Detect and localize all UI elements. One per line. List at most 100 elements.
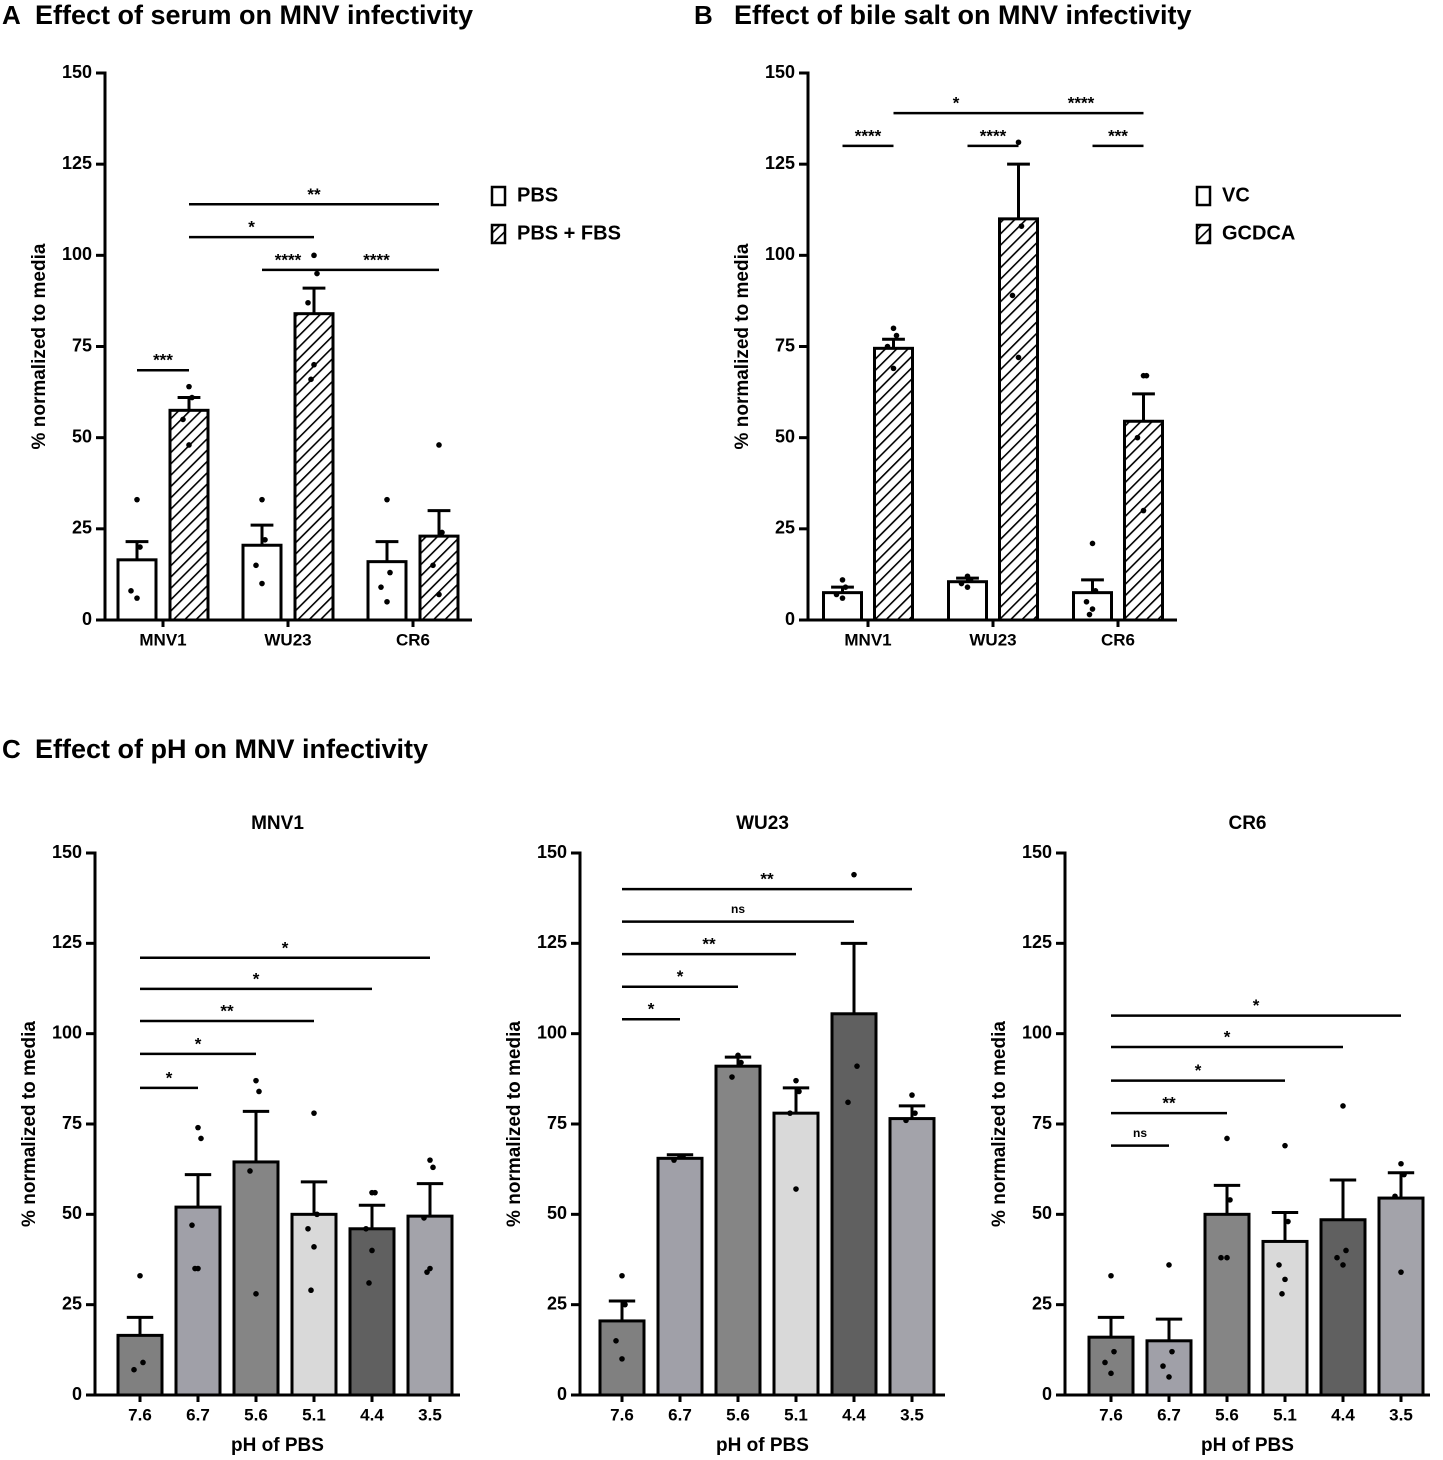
data-point	[1092, 588, 1099, 594]
data-point	[189, 1222, 195, 1228]
bar	[418, 534, 460, 622]
bar	[830, 1012, 878, 1397]
significance-label: *	[195, 1034, 202, 1053]
data-point	[436, 442, 442, 448]
data-point	[192, 1265, 198, 1272]
y-tick-label: 25	[1032, 1293, 1052, 1313]
bar	[1145, 1339, 1193, 1397]
data-point	[384, 598, 390, 605]
y-tick-label: 100	[1022, 1022, 1052, 1042]
data-point	[427, 1157, 433, 1163]
data-point	[738, 1059, 744, 1066]
x-tick-label: 7.6	[1099, 1405, 1123, 1424]
data-point	[619, 1272, 625, 1279]
significance-label: *	[248, 218, 255, 237]
bar	[772, 1111, 820, 1397]
data-point	[262, 536, 268, 543]
data-point	[793, 1186, 799, 1192]
y-tick-label: 25	[775, 518, 795, 538]
data-point	[134, 496, 140, 503]
y-tick-label: 150	[52, 842, 82, 862]
y-tick-label: 150	[62, 62, 92, 82]
data-point	[387, 569, 393, 576]
x-tick-label: MNV1	[139, 630, 186, 649]
y-tick-label: 50	[1032, 1203, 1052, 1223]
x-tick-label: 5.6	[1215, 1405, 1239, 1424]
data-point	[308, 1287, 314, 1294]
bar	[116, 558, 158, 622]
significance-label: ****	[275, 250, 302, 269]
data-point	[1285, 1218, 1291, 1225]
x-tick-label: WU23	[969, 630, 1016, 649]
y-tick-label: 150	[537, 842, 567, 862]
y-tick-label: 0	[82, 609, 92, 629]
x-axis-label: pH of PBS	[716, 1435, 809, 1456]
y-tick-label: 125	[52, 932, 82, 952]
data-point	[839, 577, 846, 583]
significance-label: **	[307, 185, 321, 204]
data-point	[1227, 1197, 1233, 1203]
x-tick-label: MNV1	[844, 630, 891, 649]
bar	[406, 1214, 454, 1397]
data-point	[787, 1110, 793, 1116]
y-tick-label: 75	[1032, 1113, 1052, 1133]
y-tick-label: 75	[547, 1113, 567, 1133]
data-point	[893, 332, 900, 339]
data-point	[1279, 1291, 1285, 1297]
significance-label: *	[1224, 1028, 1231, 1047]
data-point	[1340, 1262, 1346, 1268]
data-point	[308, 376, 314, 383]
data-point	[793, 1077, 799, 1084]
data-point	[198, 1135, 204, 1142]
x-axis-label: pH of PBS	[1201, 1435, 1294, 1456]
x-tick-label: 6.7	[1157, 1405, 1181, 1424]
data-point	[430, 1164, 436, 1171]
panel-title: Effect of serum on MNV infectivity	[35, 0, 473, 30]
x-tick-label: 5.6	[726, 1405, 750, 1424]
x-tick-label: 3.5	[1389, 1405, 1413, 1424]
significance-label: *	[282, 938, 289, 957]
data-point	[384, 496, 390, 503]
data-point	[253, 1291, 259, 1297]
data-point	[1401, 1171, 1407, 1178]
data-point	[1166, 1374, 1172, 1380]
panel-label: C	[2, 734, 21, 764]
data-point	[137, 1272, 143, 1279]
data-point	[1143, 372, 1150, 379]
data-point	[1089, 606, 1096, 612]
y-axis-label: % normalized to media	[732, 243, 753, 449]
y-tick-label: 25	[547, 1293, 567, 1313]
y-tick-label: 50	[72, 426, 92, 446]
data-point	[253, 1077, 259, 1084]
data-point	[253, 562, 259, 569]
chart-title: MNV1	[251, 813, 304, 834]
legend-label: GCDCA	[1222, 222, 1295, 244]
data-point	[619, 1356, 625, 1362]
y-tick-label: 50	[62, 1203, 82, 1223]
significance-label: **	[220, 1002, 234, 1021]
significance-label: *	[1195, 1061, 1202, 1080]
bar	[1377, 1196, 1425, 1397]
data-point	[311, 252, 317, 259]
data-point	[1140, 507, 1147, 514]
data-point	[912, 1110, 918, 1116]
x-tick-label: 6.7	[668, 1405, 692, 1424]
legend-label: VC	[1222, 184, 1250, 206]
y-tick-label: 50	[775, 426, 795, 446]
data-point	[1160, 1363, 1166, 1369]
y-tick-label: 100	[765, 244, 795, 264]
data-point	[729, 1074, 735, 1080]
y-tick-label: 50	[547, 1203, 567, 1223]
data-point	[622, 1301, 628, 1308]
data-point	[195, 1124, 201, 1131]
significance-label: *	[648, 1000, 655, 1019]
legend-label: PBS	[517, 184, 558, 206]
data-point	[186, 442, 192, 448]
data-point	[671, 1157, 677, 1163]
data-point	[890, 325, 897, 332]
y-tick-label: 75	[62, 1113, 82, 1133]
data-point	[1224, 1254, 1230, 1261]
data-point	[1009, 292, 1016, 299]
bar	[290, 1212, 338, 1397]
